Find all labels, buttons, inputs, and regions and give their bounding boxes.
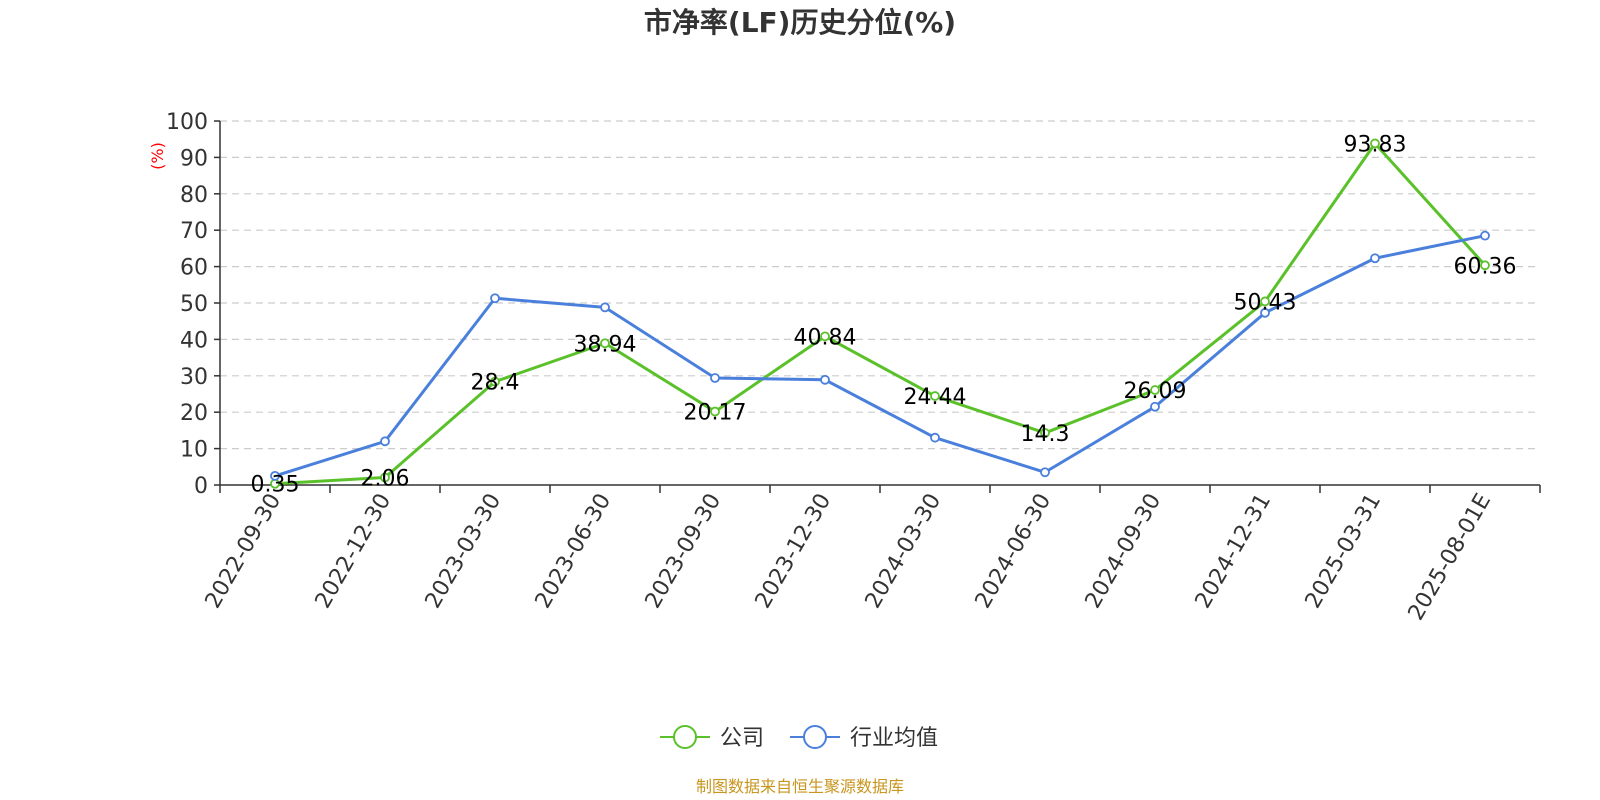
- legend-marker: [673, 725, 697, 749]
- x-tick-label: 2025-08-01E: [1404, 490, 1497, 625]
- legend-label: 行业均值: [850, 726, 938, 751]
- data-point: [1370, 253, 1380, 264]
- data-point: [1040, 467, 1050, 478]
- data-label: 26.09: [1124, 379, 1187, 404]
- chart-title: 市净率(LF)历史分位(%): [644, 6, 956, 39]
- data-point: [1480, 230, 1490, 241]
- y-tick-label: 90: [180, 146, 208, 171]
- legend-label: 公司: [720, 726, 764, 751]
- x-tick-label: 2023-12-30: [751, 490, 837, 613]
- y-tick-label: 80: [180, 183, 208, 208]
- y-tick-label: 50: [180, 292, 208, 317]
- data-point: [1260, 296, 1270, 307]
- data-label: 38.94: [574, 332, 637, 357]
- data-label: 40.84: [794, 325, 857, 350]
- x-tick-label: 2023-06-30: [531, 490, 617, 613]
- x-tick-label: 2023-03-30: [421, 490, 507, 613]
- data-point: [710, 373, 720, 383]
- data-point: [1480, 260, 1490, 271]
- grid: [220, 120, 1540, 450]
- data-point: [380, 436, 390, 447]
- x-tick-label: 2023-09-30: [641, 490, 727, 613]
- data-point: [820, 374, 830, 385]
- legend: 公司 行业均值: [660, 725, 938, 751]
- data-point: [930, 391, 940, 401]
- y-tick-label: 100: [166, 110, 208, 135]
- source-note: 制图数据来自恒生聚源数据库: [696, 777, 904, 796]
- data-label: 60.36: [1454, 254, 1517, 279]
- series-line: [274, 141, 1487, 486]
- y-tick-label: 70: [180, 219, 208, 244]
- x-tick-label: 2025-03-31: [1301, 490, 1387, 613]
- data-label: 20.17: [684, 401, 747, 426]
- data-labels: 0.35 2.06 28.4 38.94 20.17 40.84 24.44 14.3 26.0…: [251, 132, 1517, 497]
- data-point: [1150, 385, 1160, 395]
- data-point: [380, 472, 390, 483]
- y-axis-label: (%): [148, 142, 167, 170]
- data-label: 0.35: [251, 473, 300, 498]
- data-label: 50.43: [1234, 290, 1297, 315]
- y-tick-label: 60: [180, 256, 208, 281]
- data-point: [820, 331, 830, 342]
- legend-marker: [803, 725, 827, 749]
- y-tick-label: 20: [180, 401, 208, 426]
- data-label: 28.4: [471, 371, 520, 396]
- data-point: [1260, 307, 1270, 318]
- y-tick-label: 10: [180, 438, 208, 463]
- series-line: [274, 234, 1486, 478]
- data-point: [490, 293, 500, 304]
- axes: 0 10 20 30 40 50 60 70 80 90 100 2022-09-30 2022-12-…: [166, 110, 1541, 625]
- x-tick-label: 2024-06-30: [971, 490, 1057, 613]
- data-point: [270, 470, 280, 481]
- y-tick-label: 0: [194, 474, 208, 499]
- y-tick-label: 30: [180, 365, 208, 390]
- x-tick-label: 2022-09-30: [201, 490, 287, 613]
- data-point: [1040, 428, 1050, 438]
- series-industry-average: [270, 230, 1490, 481]
- series: [270, 138, 1490, 489]
- data-point: [1370, 138, 1380, 149]
- data-point: [1150, 401, 1160, 412]
- data-point: [600, 338, 610, 349]
- x-tick-label: 2022-12-30: [311, 490, 397, 613]
- data-point: [710, 406, 720, 417]
- data-label: 93.83: [1344, 132, 1407, 157]
- data-label: 14.3: [1021, 422, 1070, 447]
- data-label: 2.06: [361, 467, 410, 492]
- data-point: [490, 376, 500, 387]
- legend-item: 公司: [660, 725, 764, 751]
- legend-item: 行业均值: [790, 725, 938, 751]
- x-tick-label: 2024-03-30: [861, 490, 947, 613]
- x-tick-label: 2024-12-31: [1191, 490, 1277, 613]
- data-label: 24.44: [904, 385, 967, 410]
- y-tick-label: 40: [180, 328, 208, 353]
- x-tick-label: 2024-09-30: [1081, 490, 1167, 613]
- series-company: [270, 138, 1490, 489]
- data-point: [930, 432, 940, 443]
- data-point: [600, 302, 610, 313]
